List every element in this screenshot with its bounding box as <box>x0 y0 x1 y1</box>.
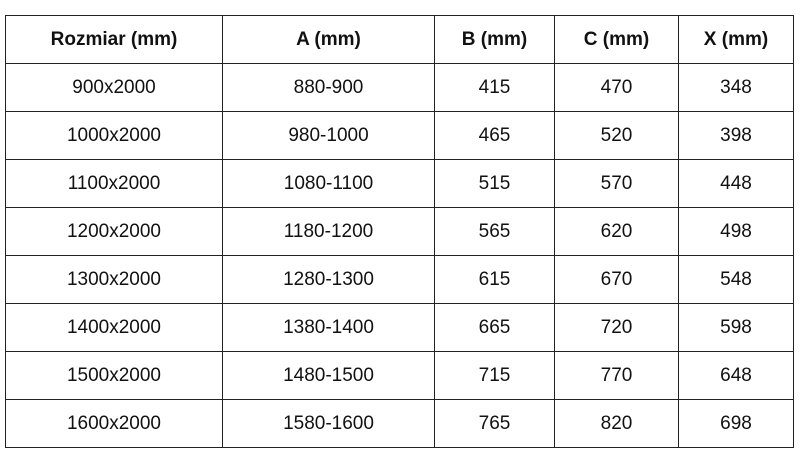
cell-x: 598 <box>678 303 794 352</box>
cell-c: 470 <box>554 63 679 112</box>
cell-c: 770 <box>554 351 679 400</box>
cell-size: 1200x2000 <box>5 207 223 256</box>
cell-c: 520 <box>554 111 679 160</box>
header-size: Rozmiar (mm) <box>5 15 223 64</box>
header-b: B (mm) <box>434 15 555 64</box>
cell-size: 1300x2000 <box>5 255 223 304</box>
cell-b: 515 <box>434 159 555 208</box>
cell-x: 448 <box>678 159 794 208</box>
cell-a: 1580-1600 <box>222 399 435 448</box>
table-row: 1400x2000 1380-1400 665 720 598 <box>5 303 794 352</box>
cell-a: 980-1000 <box>222 111 435 160</box>
cell-size: 1600x2000 <box>5 399 223 448</box>
cell-a: 1480-1500 <box>222 351 435 400</box>
cell-x: 498 <box>678 207 794 256</box>
cell-size: 1400x2000 <box>5 303 223 352</box>
cell-b: 765 <box>434 399 555 448</box>
header-row: Rozmiar (mm) A (mm) B (mm) C (mm) X (mm) <box>5 15 794 64</box>
cell-x: 398 <box>678 111 794 160</box>
cell-b: 565 <box>434 207 555 256</box>
cell-c: 570 <box>554 159 679 208</box>
cell-size: 1500x2000 <box>5 351 223 400</box>
cell-b: 665 <box>434 303 555 352</box>
cell-x: 648 <box>678 351 794 400</box>
cell-size: 1000x2000 <box>5 111 223 160</box>
cell-b: 465 <box>434 111 555 160</box>
cell-b: 615 <box>434 255 555 304</box>
table-row: 1500x2000 1480-1500 715 770 648 <box>5 351 794 400</box>
cell-c: 820 <box>554 399 679 448</box>
cell-c: 720 <box>554 303 679 352</box>
header-x: X (mm) <box>678 15 794 64</box>
cell-a: 880-900 <box>222 63 435 112</box>
cell-x: 348 <box>678 63 794 112</box>
cell-a: 1280-1300 <box>222 255 435 304</box>
cell-x: 548 <box>678 255 794 304</box>
table-row: 1300x2000 1280-1300 615 670 548 <box>5 255 794 304</box>
cell-c: 670 <box>554 255 679 304</box>
cell-a: 1380-1400 <box>222 303 435 352</box>
cell-b: 715 <box>434 351 555 400</box>
table-row: 1600x2000 1580-1600 765 820 698 <box>5 399 794 448</box>
table-row: 900x2000 880-900 415 470 348 <box>5 63 794 112</box>
table-row: 1100x2000 1080-1100 515 570 448 <box>5 159 794 208</box>
cell-x: 698 <box>678 399 794 448</box>
cell-a: 1180-1200 <box>222 207 435 256</box>
table-row: 1000x2000 980-1000 465 520 398 <box>5 111 794 160</box>
cell-size: 900x2000 <box>5 63 223 112</box>
header-c: C (mm) <box>554 15 679 64</box>
dimensions-table: Rozmiar (mm) A (mm) B (mm) C (mm) X (mm)… <box>5 15 794 448</box>
cell-b: 415 <box>434 63 555 112</box>
cell-a: 1080-1100 <box>222 159 435 208</box>
cell-size: 1100x2000 <box>5 159 223 208</box>
cell-c: 620 <box>554 207 679 256</box>
table-row: 1200x2000 1180-1200 565 620 498 <box>5 207 794 256</box>
header-a: A (mm) <box>222 15 435 64</box>
